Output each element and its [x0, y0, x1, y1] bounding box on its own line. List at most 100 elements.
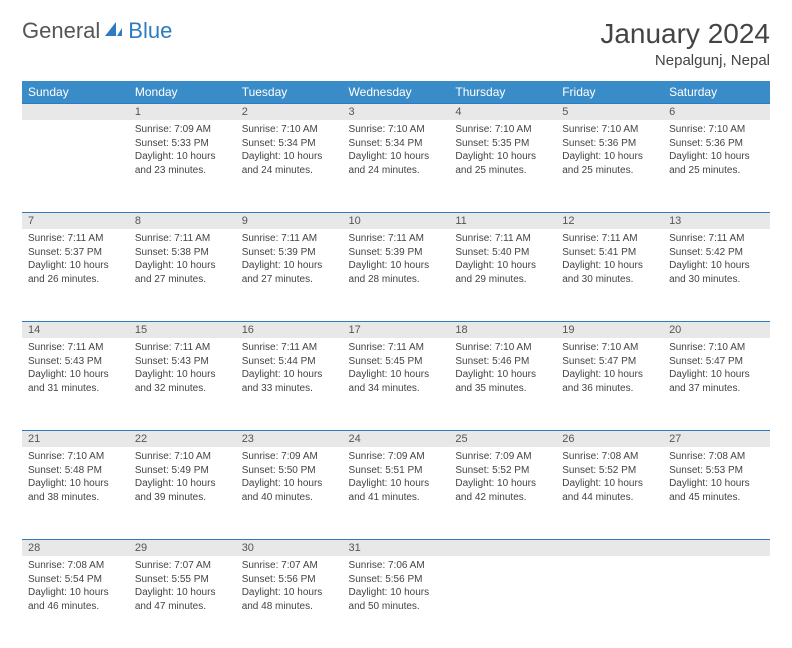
- daylight-text: Daylight: 10 hours and 34 minutes.: [349, 368, 444, 395]
- day-number-cell: 31: [343, 539, 450, 556]
- day-cell-body: Sunrise: 7:11 AMSunset: 5:40 PMDaylight:…: [449, 229, 556, 292]
- sunset-text: Sunset: 5:34 PM: [242, 137, 337, 151]
- day-number-cell: [556, 539, 663, 556]
- sunrise-text: Sunrise: 7:11 AM: [455, 232, 550, 246]
- day-cell-body: Sunrise: 7:10 AMSunset: 5:49 PMDaylight:…: [129, 447, 236, 510]
- day-cell: Sunrise: 7:11 AMSunset: 5:41 PMDaylight:…: [556, 229, 663, 321]
- sunset-text: Sunset: 5:45 PM: [349, 355, 444, 369]
- logo-text-blue: Blue: [128, 18, 172, 44]
- day-cell-body: Sunrise: 7:08 AMSunset: 5:53 PMDaylight:…: [663, 447, 770, 510]
- day-cell: Sunrise: 7:10 AMSunset: 5:34 PMDaylight:…: [343, 120, 450, 212]
- day-number: 23: [236, 430, 343, 447]
- day-number: 19: [556, 321, 663, 338]
- day-number-cell: 1: [129, 103, 236, 120]
- sunset-text: Sunset: 5:34 PM: [349, 137, 444, 151]
- sunrise-text: Sunrise: 7:11 AM: [28, 341, 123, 355]
- day-number-cell: 4: [449, 103, 556, 120]
- day-number: 11: [449, 212, 556, 229]
- day-number: 28: [22, 539, 129, 556]
- day-number-cell: [22, 103, 129, 120]
- sunrise-text: Sunrise: 7:11 AM: [562, 232, 657, 246]
- sunset-text: Sunset: 5:52 PM: [455, 464, 550, 478]
- day-number: 9: [236, 212, 343, 229]
- day-number-cell: 20: [663, 321, 770, 338]
- day-number-cell: 19: [556, 321, 663, 338]
- day-number: 14: [22, 321, 129, 338]
- day-number-cell: 16: [236, 321, 343, 338]
- day-cell-body: Sunrise: 7:10 AMSunset: 5:47 PMDaylight:…: [663, 338, 770, 401]
- day-cell: Sunrise: 7:09 AMSunset: 5:50 PMDaylight:…: [236, 447, 343, 539]
- week-daynum-row: 123456: [22, 103, 770, 120]
- sunrise-text: Sunrise: 7:11 AM: [242, 232, 337, 246]
- sunset-text: Sunset: 5:43 PM: [135, 355, 230, 369]
- day-cell: Sunrise: 7:10 AMSunset: 5:35 PMDaylight:…: [449, 120, 556, 212]
- day-number-cell: 29: [129, 539, 236, 556]
- sunrise-text: Sunrise: 7:08 AM: [562, 450, 657, 464]
- day-header: Tuesday: [236, 81, 343, 103]
- sunrise-text: Sunrise: 7:10 AM: [28, 450, 123, 464]
- sunrise-text: Sunrise: 7:11 AM: [242, 341, 337, 355]
- day-number-cell: 25: [449, 430, 556, 447]
- day-number-cell: 26: [556, 430, 663, 447]
- daylight-text: Daylight: 10 hours and 42 minutes.: [455, 477, 550, 504]
- day-number: 26: [556, 430, 663, 447]
- daylight-text: Daylight: 10 hours and 30 minutes.: [562, 259, 657, 286]
- day-number: 29: [129, 539, 236, 556]
- day-number: 2: [236, 103, 343, 120]
- day-number: 5: [556, 103, 663, 120]
- sunset-text: Sunset: 5:33 PM: [135, 137, 230, 151]
- week-content-row: Sunrise: 7:10 AMSunset: 5:48 PMDaylight:…: [22, 447, 770, 539]
- day-number-cell: 3: [343, 103, 450, 120]
- daylight-text: Daylight: 10 hours and 48 minutes.: [242, 586, 337, 613]
- sunrise-text: Sunrise: 7:10 AM: [135, 450, 230, 464]
- day-cell-body: Sunrise: 7:11 AMSunset: 5:37 PMDaylight:…: [22, 229, 129, 292]
- sunset-text: Sunset: 5:43 PM: [28, 355, 123, 369]
- day-cell-body: Sunrise: 7:10 AMSunset: 5:34 PMDaylight:…: [343, 120, 450, 183]
- day-cell: Sunrise: 7:10 AMSunset: 5:49 PMDaylight:…: [129, 447, 236, 539]
- day-cell-body: Sunrise: 7:10 AMSunset: 5:35 PMDaylight:…: [449, 120, 556, 183]
- day-header: Wednesday: [343, 81, 450, 103]
- day-number-cell: 11: [449, 212, 556, 229]
- day-header: Thursday: [449, 81, 556, 103]
- sunset-text: Sunset: 5:42 PM: [669, 246, 764, 260]
- day-number-cell: 28: [22, 539, 129, 556]
- daylight-text: Daylight: 10 hours and 29 minutes.: [455, 259, 550, 286]
- daylight-text: Daylight: 10 hours and 38 minutes.: [28, 477, 123, 504]
- day-number-cell: 17: [343, 321, 450, 338]
- day-cell: Sunrise: 7:11 AMSunset: 5:37 PMDaylight:…: [22, 229, 129, 321]
- week-daynum-row: 14151617181920: [22, 321, 770, 338]
- sunrise-text: Sunrise: 7:08 AM: [669, 450, 764, 464]
- day-number-cell: 2: [236, 103, 343, 120]
- day-cell-body: Sunrise: 7:11 AMSunset: 5:43 PMDaylight:…: [129, 338, 236, 401]
- sunrise-text: Sunrise: 7:09 AM: [135, 123, 230, 137]
- month-title: January 2024: [600, 18, 770, 50]
- sunset-text: Sunset: 5:48 PM: [28, 464, 123, 478]
- day-cell: Sunrise: 7:11 AMSunset: 5:40 PMDaylight:…: [449, 229, 556, 321]
- day-number: 3: [343, 103, 450, 120]
- sunset-text: Sunset: 5:39 PM: [349, 246, 444, 260]
- day-number: 31: [343, 539, 450, 556]
- day-cell: Sunrise: 7:10 AMSunset: 5:46 PMDaylight:…: [449, 338, 556, 430]
- day-cell: [449, 556, 556, 648]
- day-cell-body: Sunrise: 7:09 AMSunset: 5:51 PMDaylight:…: [343, 447, 450, 510]
- day-cell-body: Sunrise: 7:08 AMSunset: 5:54 PMDaylight:…: [22, 556, 129, 619]
- sunset-text: Sunset: 5:47 PM: [562, 355, 657, 369]
- logo-sail-icon: [104, 18, 124, 44]
- day-cell-body: Sunrise: 7:10 AMSunset: 5:34 PMDaylight:…: [236, 120, 343, 183]
- daylight-text: Daylight: 10 hours and 37 minutes.: [669, 368, 764, 395]
- day-number: 16: [236, 321, 343, 338]
- daylight-text: Daylight: 10 hours and 50 minutes.: [349, 586, 444, 613]
- daylight-text: Daylight: 10 hours and 33 minutes.: [242, 368, 337, 395]
- day-header: Sunday: [22, 81, 129, 103]
- sunset-text: Sunset: 5:56 PM: [242, 573, 337, 587]
- day-number-cell: 6: [663, 103, 770, 120]
- day-number: [663, 539, 770, 556]
- day-cell-body: Sunrise: 7:09 AMSunset: 5:33 PMDaylight:…: [129, 120, 236, 183]
- daylight-text: Daylight: 10 hours and 28 minutes.: [349, 259, 444, 286]
- day-cell: Sunrise: 7:11 AMSunset: 5:44 PMDaylight:…: [236, 338, 343, 430]
- week-content-row: Sunrise: 7:11 AMSunset: 5:37 PMDaylight:…: [22, 229, 770, 321]
- day-cell-body: Sunrise: 7:11 AMSunset: 5:45 PMDaylight:…: [343, 338, 450, 401]
- day-cell-body: Sunrise: 7:07 AMSunset: 5:55 PMDaylight:…: [129, 556, 236, 619]
- sunset-text: Sunset: 5:46 PM: [455, 355, 550, 369]
- sunrise-text: Sunrise: 7:11 AM: [349, 341, 444, 355]
